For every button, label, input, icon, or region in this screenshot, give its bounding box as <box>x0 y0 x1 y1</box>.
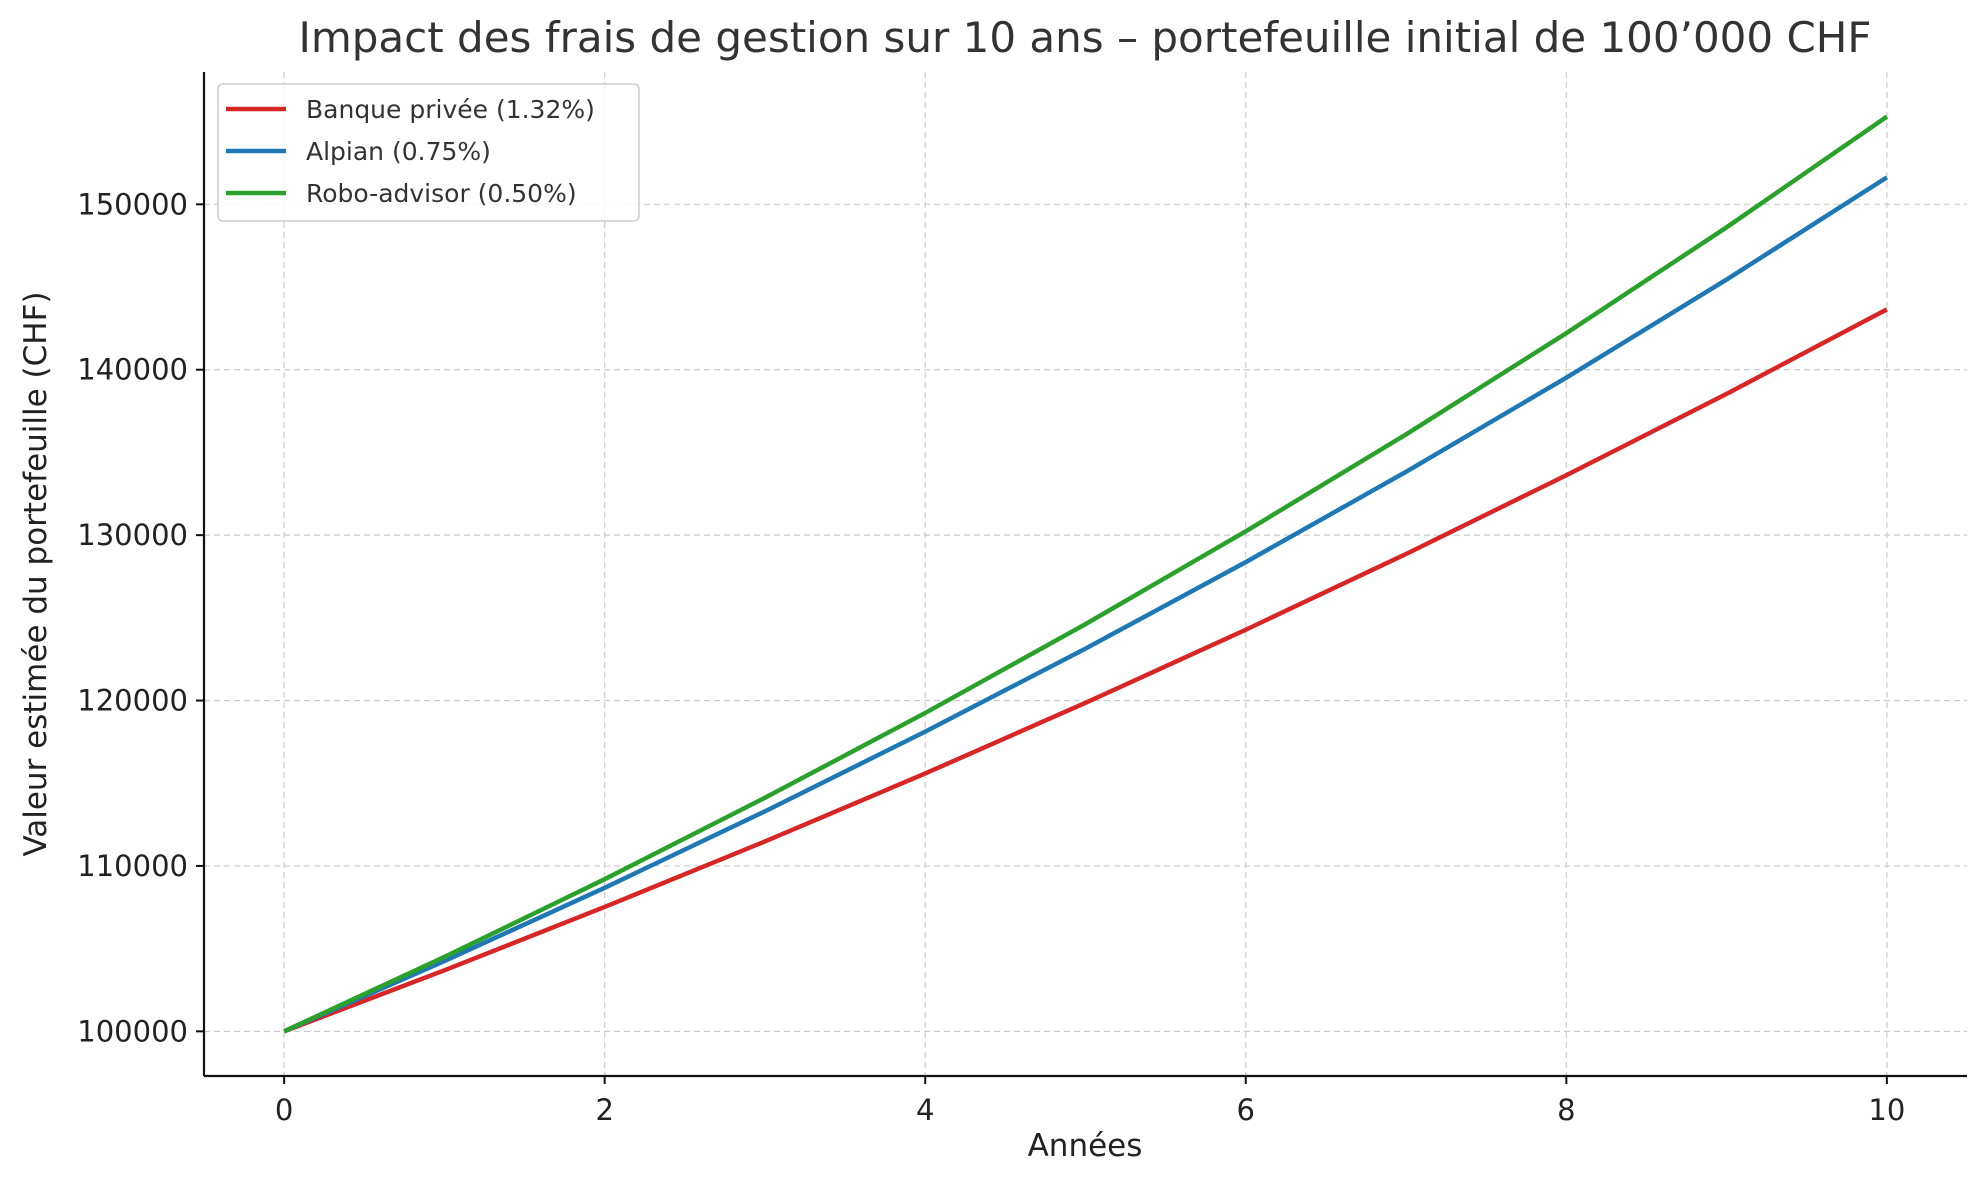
x-axis-label: Années <box>1028 1128 1143 1164</box>
series-line-2 <box>283 175 1889 1034</box>
legend-label-2: Alpian (0.75%) <box>306 137 491 166</box>
legend-label-1: Banque privée (1.32%) <box>306 95 595 124</box>
x-tick-label: 8 <box>1557 1093 1575 1127</box>
series-line-3 <box>283 114 1889 1034</box>
series-line-1 <box>283 307 1888 1034</box>
y-tick-label: 120000 <box>77 684 188 718</box>
ticks: 0 2 4 6 8 10 100000 110000 120000 130000 140000 150… <box>77 187 1905 1127</box>
y-tick-label: 140000 <box>77 353 188 387</box>
axes <box>202 72 1967 1078</box>
legend-frame <box>217 83 640 222</box>
y-axis-label: Valeur estimée du portefeuille (CHF) <box>18 291 54 856</box>
x-tick-label: 10 <box>1868 1093 1905 1127</box>
grid <box>204 72 1967 1076</box>
legend: Banque privée (1.32%) Alpian (0.75%) Robo-… <box>217 83 640 222</box>
chart-title: Impact des frais de gestion sur 10 ans –… <box>298 13 1871 62</box>
y-tick-label: 100000 <box>77 1014 188 1048</box>
y-tick-label: 110000 <box>77 849 188 883</box>
legend-label-3: Robo-advisor (0.50%) <box>306 179 577 208</box>
x-tick-label: 4 <box>916 1093 934 1127</box>
series-layer <box>283 114 1889 1034</box>
y-tick-label: 130000 <box>77 518 188 552</box>
x-tick-label: 6 <box>1237 1093 1255 1127</box>
x-tick-label: 0 <box>275 1093 293 1127</box>
y-tick-label: 150000 <box>77 187 188 221</box>
x-tick-label: 2 <box>595 1093 613 1127</box>
